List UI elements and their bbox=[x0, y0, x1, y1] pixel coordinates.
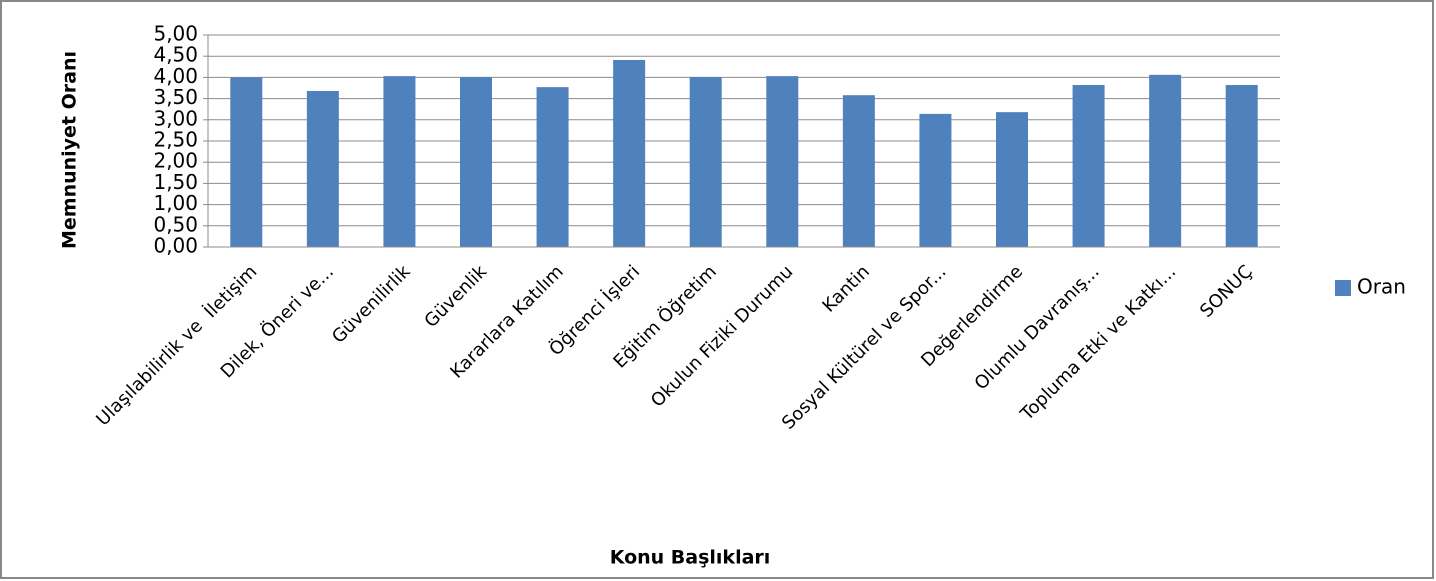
legend-label: Oran bbox=[1357, 275, 1406, 299]
bar bbox=[1072, 85, 1105, 247]
bar bbox=[1149, 74, 1182, 247]
y-tick-label: 3,00 bbox=[153, 106, 198, 130]
bar bbox=[536, 87, 569, 247]
bar bbox=[996, 112, 1028, 247]
bar bbox=[1225, 85, 1258, 247]
bar bbox=[306, 90, 339, 247]
x-axis-title: Konu Başlıkları bbox=[610, 547, 771, 569]
bar bbox=[230, 77, 263, 248]
y-axis-title: Memnuniyet Oranı bbox=[59, 51, 81, 249]
y-tick-label: 5,00 bbox=[153, 22, 198, 46]
y-tick-label: 4,50 bbox=[153, 43, 198, 67]
y-tick-label: 3,50 bbox=[153, 85, 198, 109]
bar bbox=[766, 76, 799, 248]
y-tick-label: 1,00 bbox=[153, 191, 198, 215]
legend-swatch bbox=[1335, 280, 1351, 296]
y-tick-label: 0,00 bbox=[153, 234, 198, 258]
y-tick-label: 4,00 bbox=[153, 64, 198, 88]
y-tick-label: 1,50 bbox=[153, 170, 198, 194]
y-tick-label: 2,00 bbox=[153, 149, 198, 173]
bar bbox=[613, 60, 646, 248]
bar bbox=[689, 76, 722, 247]
bar bbox=[842, 95, 875, 247]
bar bbox=[919, 113, 952, 247]
bar bbox=[460, 76, 492, 247]
y-tick-label: 0,50 bbox=[153, 212, 198, 236]
y-tick-label: 2,50 bbox=[153, 128, 198, 152]
bar bbox=[383, 76, 416, 248]
